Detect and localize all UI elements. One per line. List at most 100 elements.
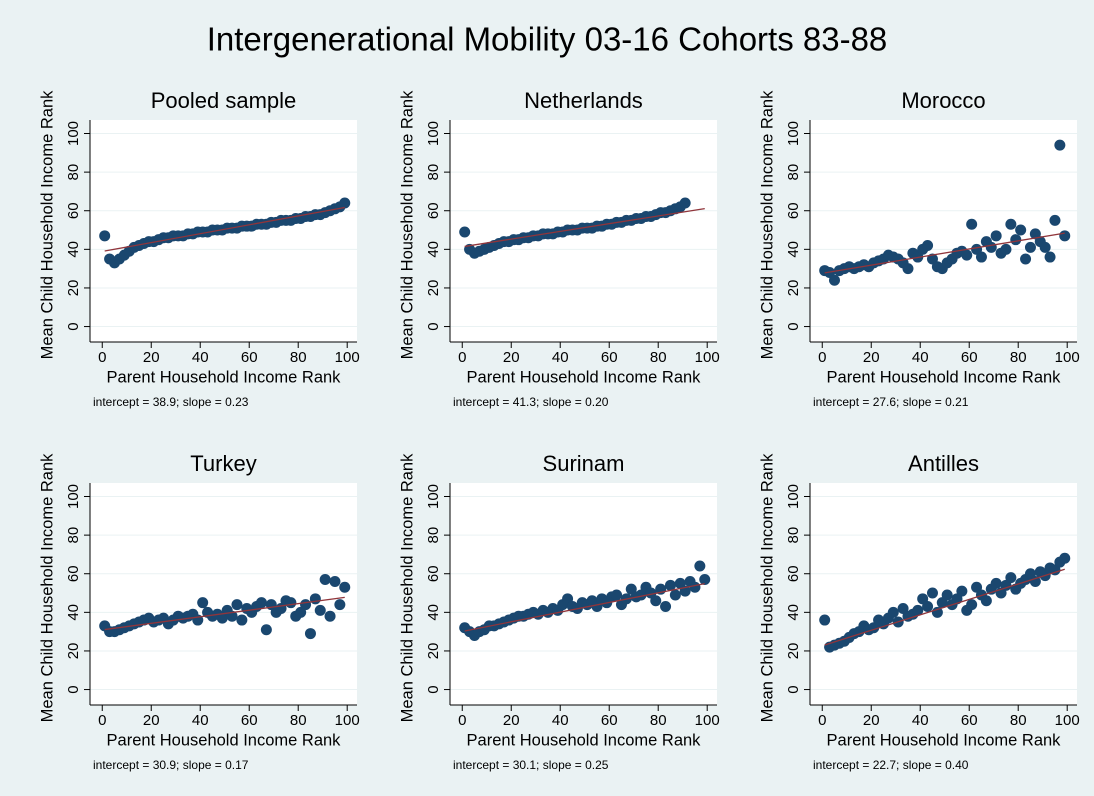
x-tick-label: 80 [650, 349, 667, 366]
point [339, 581, 351, 593]
y-axis-title: Mean Child Household Income Rank [758, 453, 776, 722]
y-tick-label: 60 [65, 202, 82, 219]
y-tick-label: 40 [65, 604, 82, 621]
y-tick-label: 60 [785, 565, 802, 582]
point [902, 263, 914, 275]
y-tick-label: 20 [65, 280, 82, 297]
x-tick-label: 80 [290, 712, 307, 729]
x-tick-label: 20 [503, 712, 520, 729]
annotation: intercept = 30.9; slope = 0.17 [93, 758, 249, 772]
point [1044, 251, 1056, 263]
point [990, 230, 1002, 242]
y-tick-label: 40 [785, 241, 802, 258]
x-tick-label: 40 [192, 712, 209, 729]
y-tick-label: 60 [785, 202, 802, 219]
point [1054, 139, 1066, 151]
point [1049, 214, 1061, 226]
x-tick-label: 0 [458, 712, 466, 729]
point [339, 197, 351, 209]
point [1029, 575, 1041, 587]
x-tick-label: 0 [458, 349, 466, 366]
point [650, 595, 662, 607]
fit-line [824, 232, 1065, 274]
y-tick-label: 100 [65, 484, 82, 509]
fit-line [464, 207, 705, 248]
point [459, 226, 471, 238]
point [197, 597, 209, 609]
x-tick-label: 80 [1010, 712, 1027, 729]
panel-title: Pooled sample [151, 88, 297, 113]
x-tick-label: 100 [1055, 712, 1080, 729]
y-tick-label: 100 [425, 484, 442, 509]
point [1005, 218, 1017, 230]
x-axis-title: Parent Household Income Rank [827, 731, 1062, 749]
panel-title: Netherlands [524, 88, 643, 113]
y-tick-label: 0 [785, 685, 802, 693]
point [611, 589, 623, 601]
x-tick-label: 100 [335, 349, 360, 366]
point [922, 601, 934, 613]
x-tick-label: 20 [863, 712, 880, 729]
point [694, 560, 706, 572]
x-tick-label: 20 [143, 712, 160, 729]
x-tick-label: 60 [961, 712, 978, 729]
y-tick-label: 40 [425, 241, 442, 258]
y-axis-title: Mean Child Household Income Rank [398, 453, 416, 722]
x-tick-label: 60 [601, 712, 618, 729]
y-tick-label: 60 [65, 565, 82, 582]
point [975, 251, 987, 263]
y-axis-title: Mean Child Household Income Rank [758, 90, 776, 359]
y-tick-label: 80 [65, 164, 82, 181]
y-tick-label: 20 [425, 280, 442, 297]
y-tick-label: 20 [65, 643, 82, 660]
point [260, 624, 272, 636]
point [304, 628, 316, 640]
point [985, 241, 997, 253]
x-tick-label: 60 [241, 349, 258, 366]
x-tick-label: 20 [863, 349, 880, 366]
point [912, 604, 924, 616]
x-tick-label: 60 [241, 712, 258, 729]
x-tick-label: 100 [1055, 349, 1080, 366]
point [1015, 224, 1027, 236]
x-tick-label: 0 [98, 712, 106, 729]
y-tick-label: 20 [785, 280, 802, 297]
point [819, 614, 831, 626]
point [1039, 241, 1051, 253]
annotation: intercept = 27.6; slope = 0.21 [813, 395, 969, 409]
x-tick-label: 60 [601, 349, 618, 366]
point [664, 579, 676, 591]
y-tick-label: 20 [785, 643, 802, 660]
x-tick-label: 80 [290, 349, 307, 366]
point [285, 597, 297, 609]
y-axis-title: Mean Child Household Income Rank [38, 453, 56, 722]
point [990, 577, 1002, 589]
y-tick-label: 80 [785, 164, 802, 181]
point [699, 574, 711, 586]
y-tick-label: 40 [65, 241, 82, 258]
point [99, 230, 111, 242]
annotation: intercept = 30.1; slope = 0.25 [453, 758, 609, 772]
point [660, 601, 672, 613]
y-tick-label: 60 [425, 565, 442, 582]
point [1059, 552, 1071, 564]
point [300, 599, 312, 611]
fit-line [104, 596, 345, 631]
x-tick-label: 80 [650, 712, 667, 729]
panel-title: Turkey [190, 451, 256, 476]
figure-title: Intergenerational Mobility 03-16 Cohorts… [207, 21, 888, 58]
point [1020, 253, 1032, 265]
annotation: intercept = 22.7; slope = 0.40 [813, 758, 969, 772]
point [324, 610, 336, 622]
y-tick-label: 0 [65, 685, 82, 693]
point [1005, 572, 1017, 584]
point [980, 595, 992, 607]
point [1010, 234, 1022, 246]
fit-line [824, 568, 1065, 646]
y-tick-label: 100 [785, 484, 802, 509]
point [689, 581, 701, 593]
x-tick-label: 100 [695, 349, 720, 366]
x-axis-title: Parent Household Income Rank [107, 368, 342, 386]
y-tick-label: 60 [425, 202, 442, 219]
